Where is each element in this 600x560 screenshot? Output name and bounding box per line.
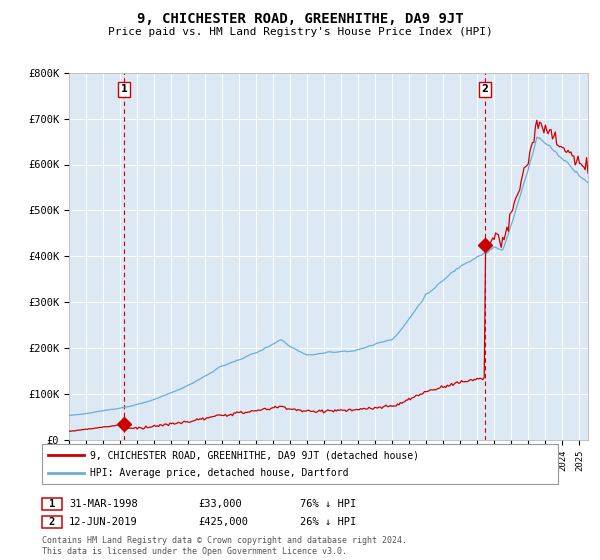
Text: HPI: Average price, detached house, Dartford: HPI: Average price, detached house, Dart… bbox=[90, 468, 349, 478]
Text: 2: 2 bbox=[482, 85, 488, 94]
Text: £33,000: £33,000 bbox=[198, 499, 242, 509]
Text: Price paid vs. HM Land Registry's House Price Index (HPI): Price paid vs. HM Land Registry's House … bbox=[107, 27, 493, 37]
Text: 9, CHICHESTER ROAD, GREENHITHE, DA9 9JT: 9, CHICHESTER ROAD, GREENHITHE, DA9 9JT bbox=[137, 12, 463, 26]
Text: 2: 2 bbox=[49, 517, 55, 527]
Text: £425,000: £425,000 bbox=[198, 517, 248, 527]
Text: 31-MAR-1998: 31-MAR-1998 bbox=[69, 499, 138, 509]
Text: 1: 1 bbox=[49, 499, 55, 509]
Text: 26% ↓ HPI: 26% ↓ HPI bbox=[300, 517, 356, 527]
Text: Contains HM Land Registry data © Crown copyright and database right 2024.
This d: Contains HM Land Registry data © Crown c… bbox=[42, 536, 407, 556]
Text: 76% ↓ HPI: 76% ↓ HPI bbox=[300, 499, 356, 509]
Text: 9, CHICHESTER ROAD, GREENHITHE, DA9 9JT (detached house): 9, CHICHESTER ROAD, GREENHITHE, DA9 9JT … bbox=[90, 450, 419, 460]
Text: 1: 1 bbox=[121, 85, 128, 94]
Text: 12-JUN-2019: 12-JUN-2019 bbox=[69, 517, 138, 527]
